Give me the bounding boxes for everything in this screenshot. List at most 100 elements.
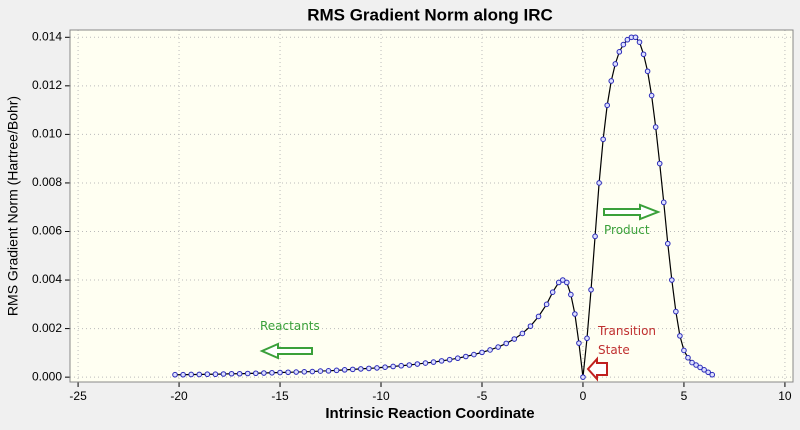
x-tick-label: -15	[271, 389, 289, 403]
data-point	[660, 199, 667, 206]
data-point	[172, 371, 178, 378]
data-point	[527, 323, 534, 329]
data-point	[652, 124, 659, 130]
x-tick-label: -20	[170, 389, 188, 403]
y-tick-label: 0.012	[32, 78, 62, 92]
data-point	[317, 368, 324, 374]
data-point	[632, 34, 639, 41]
data-point	[709, 371, 716, 378]
data-point	[705, 369, 711, 376]
chart-title: RMS Gradient Norm along IRC	[307, 5, 553, 24]
annotation: Reactants	[260, 319, 320, 333]
data-point	[564, 279, 570, 286]
data-point	[228, 370, 235, 377]
data-point	[212, 371, 219, 378]
data-point	[669, 277, 675, 283]
y-tick-label: 0.004	[32, 272, 62, 286]
data-point	[374, 365, 380, 371]
data-point	[236, 370, 243, 377]
data-point	[697, 364, 703, 371]
data-point	[559, 277, 566, 283]
y-tick-label: 0.002	[32, 321, 62, 335]
x-tick-label: -25	[69, 389, 87, 403]
data-point	[664, 240, 671, 247]
data-point	[244, 370, 251, 377]
data-point	[555, 279, 562, 286]
data-point	[592, 233, 598, 240]
y-tick-label: 0.008	[32, 175, 62, 189]
data-point	[333, 367, 340, 374]
data-point	[269, 369, 275, 376]
data-point	[681, 347, 687, 354]
data-point	[580, 374, 586, 380]
y-tick-label: 0.010	[32, 127, 62, 141]
data-point	[596, 180, 602, 186]
plot-frame	[69, 29, 794, 383]
data-point	[204, 371, 211, 378]
data-point	[608, 78, 615, 84]
data-point	[644, 68, 651, 75]
data-point	[422, 360, 429, 366]
data-point	[549, 289, 556, 295]
data-point	[382, 364, 388, 370]
data-point	[325, 368, 332, 374]
data-point	[463, 353, 469, 360]
data-point	[616, 49, 623, 55]
data-point	[471, 351, 477, 358]
data-point	[301, 369, 308, 375]
data-point	[188, 371, 194, 378]
data-point	[620, 41, 627, 48]
data-point	[220, 371, 227, 377]
x-axis-label: Intrinsic Reaction Coordinate	[325, 405, 534, 422]
x-tick-label: 10	[778, 389, 792, 403]
data-point	[252, 370, 259, 377]
data-point	[349, 366, 356, 373]
data-point	[406, 362, 413, 368]
data-point	[180, 371, 186, 378]
data-point	[677, 333, 683, 339]
data-point	[519, 330, 526, 337]
data-point	[673, 308, 679, 315]
data-point	[584, 335, 590, 342]
data-point	[568, 291, 574, 298]
x-tick-label: 5	[681, 389, 688, 403]
data-point	[640, 51, 647, 58]
y-tick-label: 0.006	[32, 224, 62, 238]
data-point	[701, 367, 707, 373]
data-point	[277, 369, 283, 376]
ts-arrow	[586, 356, 608, 382]
data-point	[341, 367, 348, 373]
data-point	[503, 340, 510, 347]
data-point	[487, 347, 493, 353]
data-point	[430, 359, 437, 365]
y-tick-label: 0.000	[32, 369, 62, 383]
x-tick-label: 0	[580, 389, 587, 403]
data-point	[604, 102, 611, 109]
data-point	[309, 368, 316, 375]
product-arrow	[603, 203, 661, 221]
data-point	[693, 362, 699, 368]
data-point	[446, 356, 453, 363]
data-point	[438, 358, 445, 364]
data-point	[535, 313, 542, 320]
data-point	[479, 349, 485, 356]
y-tick-label: 0.014	[32, 29, 62, 43]
data-point	[454, 355, 461, 362]
data-point	[624, 36, 631, 43]
data-point	[285, 369, 291, 376]
data-point	[261, 370, 267, 376]
data-point	[685, 354, 691, 361]
data-point	[648, 92, 655, 99]
x-tick-label: -10	[372, 389, 390, 403]
data-point	[495, 344, 501, 350]
data-point	[576, 340, 582, 346]
data-point	[612, 61, 619, 67]
data-point	[366, 365, 372, 372]
annotation: Product	[604, 223, 650, 237]
x-tick-label: -5	[477, 389, 488, 403]
data-point	[636, 39, 643, 45]
data-point	[358, 366, 364, 372]
data-point	[572, 311, 578, 317]
